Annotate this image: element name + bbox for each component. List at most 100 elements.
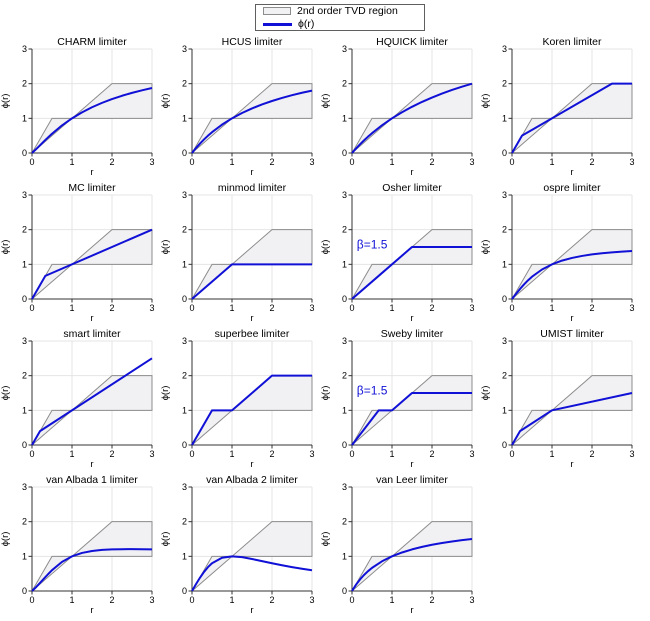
x-tick-label: 0	[509, 303, 514, 313]
y-axis-label: ϕ(r)	[160, 532, 171, 547]
x-tick-label: 1	[549, 303, 554, 313]
x-axis-label: r	[570, 167, 573, 178]
tvd-region-shape	[550, 375, 633, 411]
y-tick-label: 3	[182, 482, 187, 492]
y-tick-label: 3	[22, 336, 27, 346]
tvd-region-shape	[230, 521, 313, 557]
y-tick-label: 1	[182, 259, 187, 269]
y-tick-label: 1	[182, 113, 187, 123]
subplot-koren: 0 1 2 3 0 1 2 3 r ϕ(r) Koren limiter	[480, 36, 635, 178]
y-tick-label: 2	[182, 517, 187, 527]
x-tick-label: 1	[69, 303, 74, 313]
tvd-region-shape	[511, 263, 554, 300]
y-tick-label: 2	[22, 517, 27, 527]
y-axis-label: ϕ(r)	[160, 94, 171, 109]
tvd-region-shape	[70, 375, 153, 411]
y-tick-label: 3	[342, 482, 347, 492]
x-axis-label: r	[570, 459, 573, 470]
subplot-title: superbee limiter	[215, 328, 290, 340]
tvd-region-shape	[191, 117, 234, 154]
phi-curve	[511, 249, 633, 300]
subplot-osher: 0 1 2 3 0 1 2 3 r ϕ(r) Osher limiter β=1.5	[320, 182, 475, 324]
y-tick-label: 0	[182, 586, 187, 596]
x-axis-label: r	[250, 459, 253, 470]
y-tick-label: 1	[182, 551, 187, 561]
x-axis-label: r	[410, 313, 413, 324]
subplot-title: van Albada 2 limiter	[206, 474, 298, 486]
y-tick-label: 3	[22, 190, 27, 200]
y-axis-label: ϕ(r)	[320, 532, 331, 547]
phi-curve	[31, 357, 153, 446]
x-tick-label: 3	[629, 157, 634, 167]
phi-curve	[191, 374, 312, 446]
x-tick-label: 3	[149, 157, 154, 167]
x-axis-label: r	[250, 605, 253, 616]
tvd-region-shape	[191, 555, 234, 592]
y-tick-label: 0	[342, 586, 347, 596]
legend-label-tvd-region: 2nd order TVD region	[297, 4, 398, 17]
x-tick-label: 3	[309, 595, 314, 605]
subplot-hquick: 0 1 2 3 0 1 2 3 r ϕ(r) HQUICK limiter	[320, 36, 475, 178]
y-tick-label: 1	[22, 405, 27, 415]
limiter-grid: 0 1 2 3 0 1 2 3 r ϕ(r) CHARM limiter 0 1 2 3 0 1 2 3 r ϕ(r) H…	[0, 35, 650, 619]
phi-curve	[351, 82, 473, 154]
phi-curve	[351, 538, 473, 592]
phi-line-swatch-icon	[263, 22, 292, 26]
x-tick-label: 1	[69, 449, 74, 459]
y-tick-label: 0	[502, 148, 507, 158]
x-tick-label: 0	[349, 303, 354, 313]
x-tick-label: 1	[229, 157, 234, 167]
y-axis-label: ϕ(r)	[480, 240, 491, 255]
x-tick-label: 1	[69, 157, 74, 167]
tvd-region-shape	[351, 555, 394, 592]
y-tick-label: 2	[342, 517, 347, 527]
x-tick-label: 3	[149, 449, 154, 459]
x-tick-label: 1	[69, 595, 74, 605]
x-tick-label: 3	[469, 449, 474, 459]
x-tick-label: 2	[589, 449, 594, 459]
x-axis-label: r	[90, 605, 93, 616]
x-tick-label: 2	[269, 595, 274, 605]
subplot-van-albada-2: 0 1 2 3 0 1 2 3 r ϕ(r) van Albada 2 limiter	[160, 474, 315, 616]
y-tick-label: 2	[502, 225, 507, 235]
y-tick-label: 0	[22, 294, 27, 304]
subplot-title: minmod limiter	[218, 182, 287, 194]
y-tick-label: 0	[22, 586, 27, 596]
x-tick-label: 1	[229, 303, 234, 313]
x-tick-label: 1	[389, 303, 394, 313]
x-tick-label: 1	[389, 595, 394, 605]
x-tick-label: 2	[429, 157, 434, 167]
tvd-region-shape	[351, 409, 394, 446]
subplot-minmod: 0 1 2 3 0 1 2 3 r ϕ(r) minmod limiter	[160, 182, 315, 324]
y-axis-label: ϕ(r)	[0, 94, 11, 109]
y-tick-label: 0	[22, 440, 27, 450]
x-tick-label: 2	[589, 157, 594, 167]
y-axis-label: ϕ(r)	[0, 240, 11, 255]
legend: 2nd order TVD region ϕ(r)	[255, 4, 425, 31]
x-tick-label: 1	[389, 157, 394, 167]
x-tick-label: 0	[29, 303, 34, 313]
subplot-title: UMIST limiter	[540, 328, 604, 340]
y-axis-label: ϕ(r)	[0, 532, 11, 547]
y-tick-label: 3	[182, 190, 187, 200]
x-tick-label: 3	[629, 303, 634, 313]
x-tick-label: 3	[469, 157, 474, 167]
y-axis-label: ϕ(r)	[320, 386, 331, 401]
x-tick-label: 2	[269, 303, 274, 313]
x-tick-label: 0	[29, 157, 34, 167]
x-tick-label: 2	[109, 303, 114, 313]
phi-curve	[31, 548, 153, 592]
subplot-umist: 0 1 2 3 0 1 2 3 r ϕ(r) UMIST limiter	[480, 328, 635, 470]
subplot-smart: 0 1 2 3 0 1 2 3 r ϕ(r) smart limiter	[0, 328, 155, 470]
phi-curve	[511, 82, 632, 154]
subplot-superbee: 0 1 2 3 0 1 2 3 r ϕ(r) superbee limiter	[160, 328, 315, 470]
y-tick-label: 1	[502, 405, 507, 415]
x-tick-label: 2	[429, 449, 434, 459]
y-axis-label: ϕ(r)	[320, 240, 331, 255]
subplot-title: HCUS limiter	[222, 36, 283, 48]
subplot-hcus: 0 1 2 3 0 1 2 3 r ϕ(r) HCUS limiter	[160, 36, 315, 178]
y-tick-label: 0	[182, 294, 187, 304]
x-tick-label: 2	[269, 449, 274, 459]
x-tick-label: 0	[189, 157, 194, 167]
subplot-title: ospre limiter	[543, 182, 601, 194]
